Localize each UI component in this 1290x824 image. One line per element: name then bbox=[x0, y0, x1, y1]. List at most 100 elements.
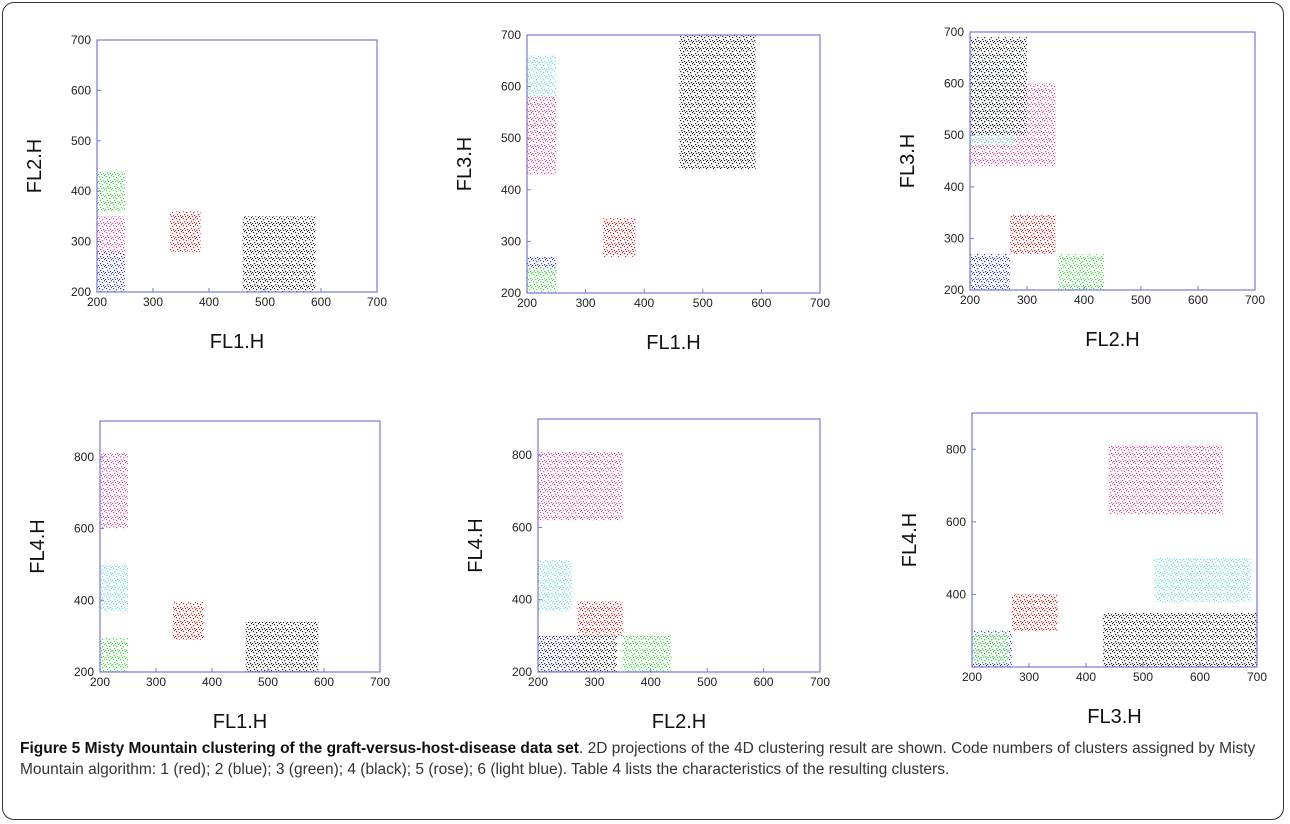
y-axis-label: FL3.H bbox=[454, 137, 476, 191]
cluster bbox=[242, 216, 316, 292]
cluster bbox=[1011, 594, 1058, 631]
axes-box bbox=[969, 31, 1256, 291]
cluster bbox=[97, 216, 125, 257]
x-tick-label: 200 bbox=[960, 293, 980, 307]
x-tick-label: 600 bbox=[1190, 670, 1210, 684]
x-tick-label: 700 bbox=[1245, 293, 1265, 307]
caption-text: . 2D projections of the 4D clustering re… bbox=[20, 740, 1256, 778]
x-axis-label: FL1.H bbox=[213, 711, 267, 733]
cluster bbox=[97, 171, 125, 212]
x-tick-label: 300 bbox=[1017, 293, 1037, 307]
x-tick-label: 600 bbox=[1188, 293, 1208, 307]
cluster bbox=[100, 637, 128, 672]
x-tick-label: 500 bbox=[693, 296, 713, 310]
x-tick-label: 200 bbox=[528, 675, 548, 689]
cluster bbox=[100, 453, 128, 529]
axes-box bbox=[99, 420, 381, 673]
x-axis-label: FL2.H bbox=[652, 711, 706, 733]
x-tick-label: 200 bbox=[87, 295, 107, 309]
x-tick-label: 700 bbox=[810, 296, 830, 310]
y-tick-label: 600 bbox=[501, 80, 521, 94]
x-tick-label: 500 bbox=[255, 295, 275, 309]
x-axis-label: FL1.H bbox=[646, 332, 700, 354]
cluster bbox=[538, 635, 578, 672]
y-tick-label: 700 bbox=[501, 28, 521, 42]
x-tick-label: 700 bbox=[367, 295, 387, 309]
cluster bbox=[172, 602, 204, 640]
cluster bbox=[100, 564, 128, 612]
y-tick-label: 400 bbox=[74, 593, 94, 607]
x-tick-label: 700 bbox=[810, 675, 830, 689]
x-tick-label: 400 bbox=[641, 675, 661, 689]
axes-box bbox=[537, 418, 821, 673]
plots: 200 300 400 500 600 700 200 300 400 500 600 700 FL1.… bbox=[24, 25, 1267, 733]
cluster bbox=[972, 632, 1010, 664]
x-axis-label: FL2.H bbox=[1085, 329, 1139, 351]
x-tick-label: 300 bbox=[146, 675, 166, 689]
y-axis-label: FL4.H bbox=[27, 519, 49, 573]
x-axis-label: FL1.H bbox=[210, 331, 264, 353]
x-tick-label: 400 bbox=[199, 295, 219, 309]
x-tick-label: 600 bbox=[754, 675, 774, 689]
cluster bbox=[527, 267, 557, 293]
x-tick-label: 700 bbox=[1247, 670, 1267, 684]
cluster bbox=[970, 253, 1010, 290]
y-tick-label: 200 bbox=[501, 286, 521, 300]
y-tick-label: 700 bbox=[944, 25, 964, 39]
x-tick-label: 600 bbox=[311, 295, 331, 309]
y-tick-label: 600 bbox=[946, 515, 966, 529]
x-tick-label: 400 bbox=[1074, 293, 1094, 307]
caption-title: Figure 5 Misty Mountain clustering of th… bbox=[20, 740, 579, 757]
x-tick-label: 600 bbox=[314, 675, 334, 689]
x-tick-label: 600 bbox=[751, 296, 771, 310]
cluster bbox=[97, 251, 125, 292]
y-axis-label: FL2.H bbox=[24, 139, 46, 193]
cluster bbox=[622, 635, 671, 672]
y-tick-label: 600 bbox=[74, 522, 94, 536]
cluster bbox=[169, 211, 201, 252]
axes-box bbox=[96, 39, 378, 293]
x-tick-label: 300 bbox=[584, 675, 604, 689]
y-tick-label: 300 bbox=[501, 234, 521, 248]
y-tick-label: 200 bbox=[944, 283, 964, 297]
x-tick-label: 500 bbox=[258, 675, 278, 689]
y-tick-label: 300 bbox=[944, 231, 964, 245]
axes-box bbox=[971, 412, 1258, 668]
axes-box bbox=[526, 34, 821, 294]
cluster bbox=[1103, 612, 1257, 667]
cluster bbox=[1108, 445, 1223, 515]
x-tick-label: 500 bbox=[1131, 293, 1151, 307]
cluster bbox=[538, 451, 623, 521]
y-tick-label: 700 bbox=[71, 33, 91, 47]
x-tick-label: 400 bbox=[634, 296, 654, 310]
x-tick-label: 400 bbox=[1076, 670, 1096, 684]
cluster bbox=[1058, 253, 1104, 290]
x-tick-label: 300 bbox=[143, 295, 163, 309]
y-tick-label: 500 bbox=[944, 128, 964, 142]
cluster bbox=[527, 96, 557, 175]
y-tick-label: 500 bbox=[501, 131, 521, 145]
cluster bbox=[538, 559, 572, 611]
y-tick-label: 800 bbox=[512, 448, 532, 462]
cluster bbox=[970, 37, 1027, 136]
cluster bbox=[1154, 558, 1252, 602]
x-tick-label: 500 bbox=[697, 675, 717, 689]
y-axis-label: FL3.H bbox=[897, 134, 919, 188]
x-tick-label: 300 bbox=[576, 296, 596, 310]
y-tick-label: 200 bbox=[71, 285, 91, 299]
y-tick-label: 400 bbox=[946, 587, 966, 601]
y-tick-label: 500 bbox=[71, 134, 91, 148]
x-tick-label: 500 bbox=[1133, 670, 1153, 684]
x-tick-label: 200 bbox=[962, 670, 982, 684]
y-tick-label: 400 bbox=[512, 593, 532, 607]
x-axis-label: FL3.H bbox=[1087, 706, 1141, 728]
y-tick-label: 600 bbox=[512, 520, 532, 534]
x-tick-label: 300 bbox=[1019, 670, 1039, 684]
y-tick-label: 300 bbox=[71, 235, 91, 249]
y-axis-label: FL4.H bbox=[465, 518, 487, 572]
y-tick-label: 200 bbox=[74, 665, 94, 679]
cluster bbox=[1009, 215, 1056, 254]
y-axis-label: FL4.H bbox=[899, 513, 921, 567]
